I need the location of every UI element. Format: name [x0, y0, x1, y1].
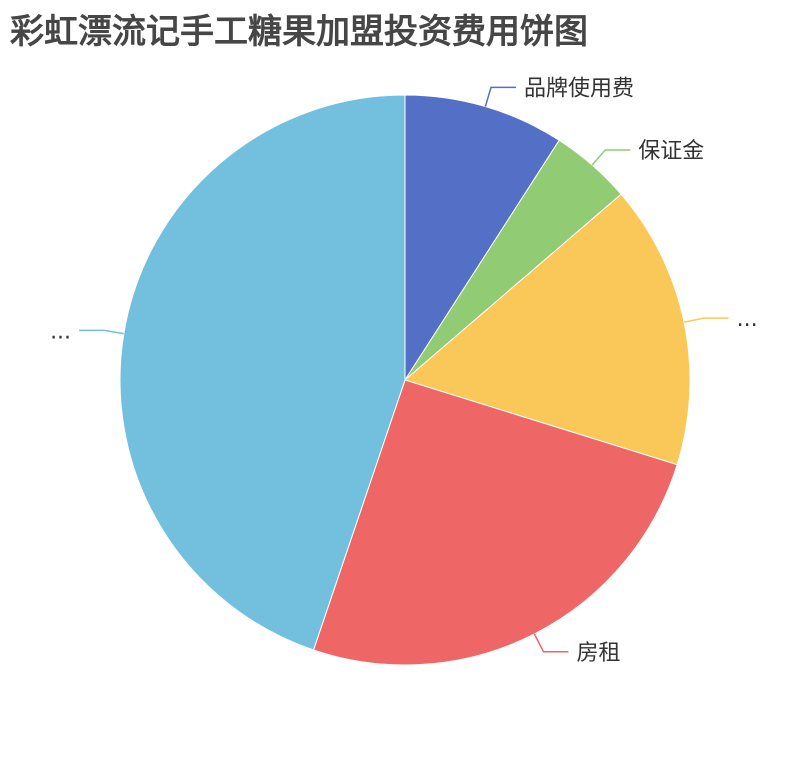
- pie-leader-lines: [79, 86, 729, 653]
- pie-slices: [119, 94, 691, 666]
- pie-slice-4[interactable]: [119, 94, 406, 651]
- leader-line-2: [683, 317, 729, 323]
- slice-label-4: ...: [50, 319, 71, 344]
- leader-line-4: [79, 329, 124, 335]
- pie-slice-3[interactable]: [312, 379, 678, 666]
- chart-title: 彩虹漂流记手工糖果加盟投资费用饼图: [10, 12, 588, 52]
- pie-slice-2[interactable]: [403, 193, 691, 466]
- slice-label-3: 房租: [576, 641, 620, 666]
- slice-label-2: ...: [737, 307, 758, 332]
- leader-line-1: [591, 149, 631, 166]
- leader-line-0: [484, 86, 517, 107]
- slice-label-1: 保证金: [638, 139, 704, 164]
- leader-line-3: [533, 633, 569, 653]
- slice-label-0: 品牌使用费: [524, 76, 634, 101]
